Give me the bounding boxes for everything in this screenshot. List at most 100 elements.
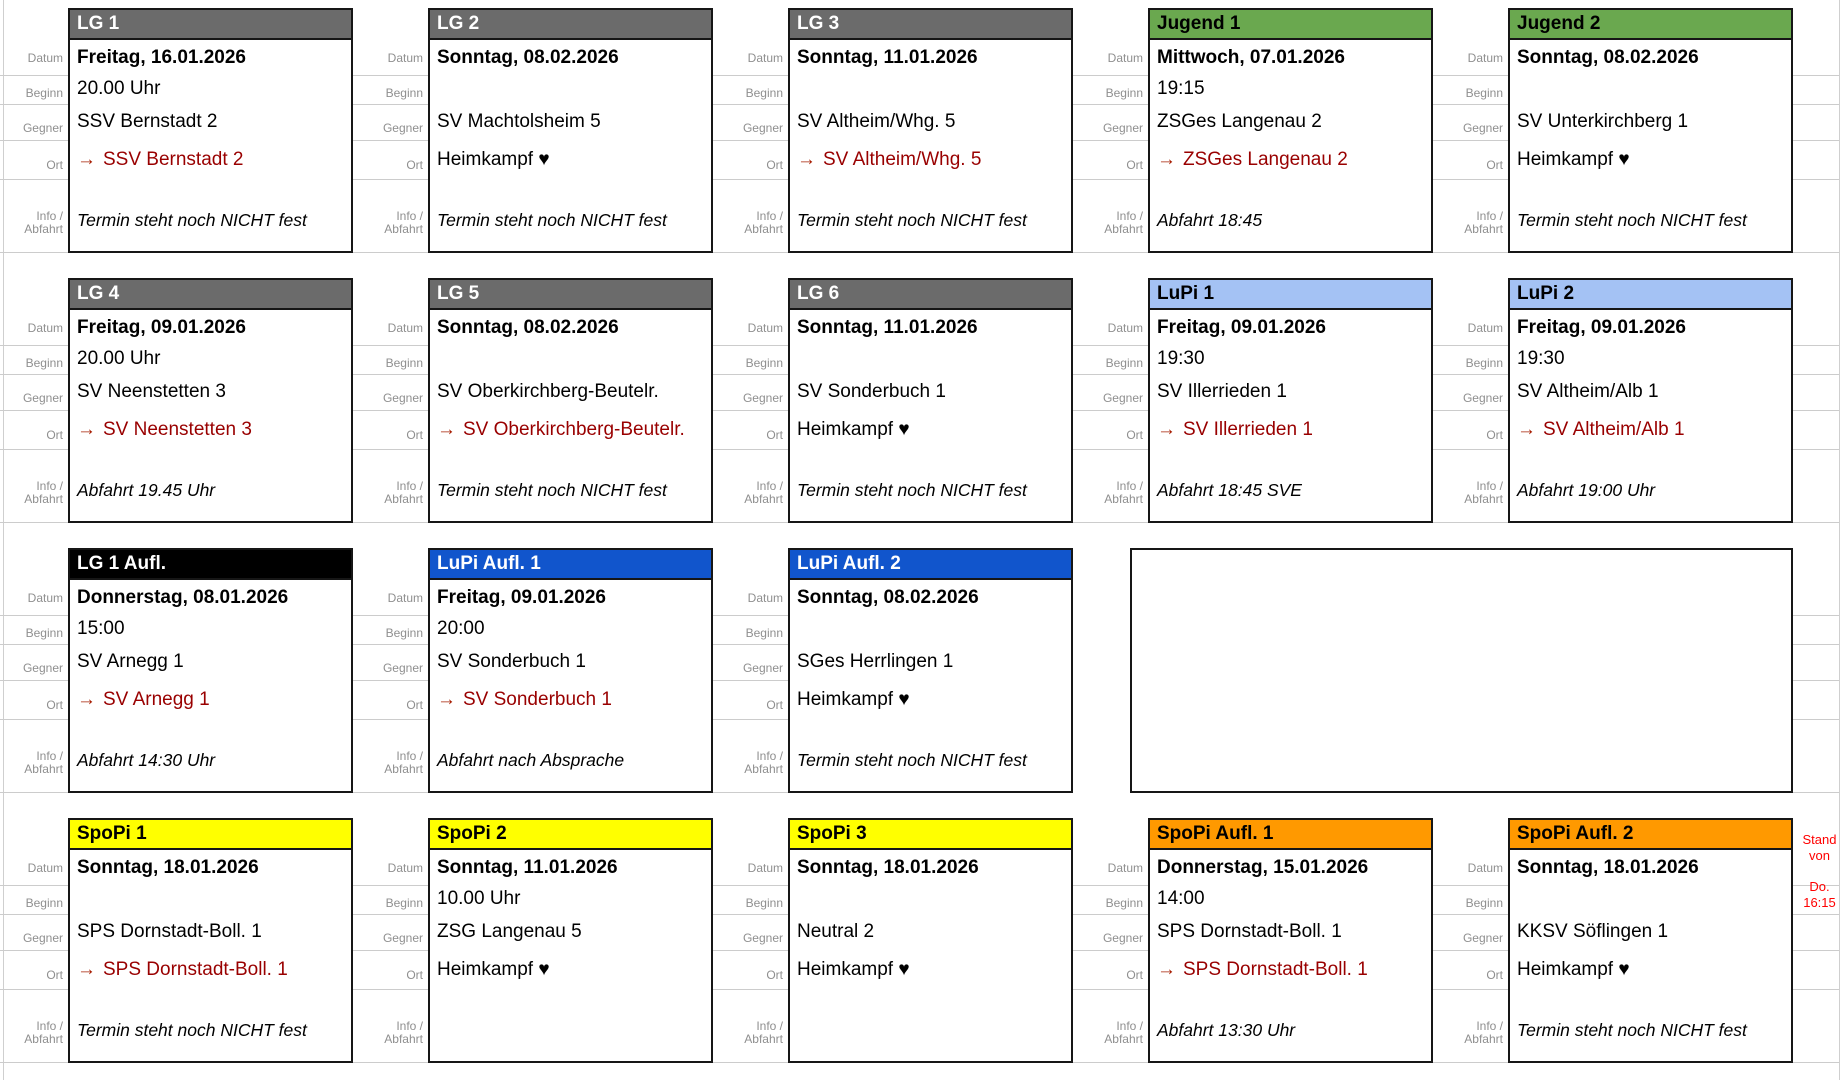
- label-ort: Ort: [406, 968, 423, 982]
- opponent-value: SV Unterkirchberg 1: [1517, 111, 1689, 132]
- card-title: LG 6: [790, 280, 1071, 310]
- location-text: Heimkampf ♥: [797, 419, 910, 440]
- label-info-abfahrt: Info / Abfahrt: [24, 480, 63, 506]
- grid-line: [1793, 449, 1839, 450]
- location-value: Heimkampf ♥: [430, 951, 711, 990]
- location-value: Heimkampf ♥: [790, 681, 1071, 720]
- location-text: SPS Dornstadt-Boll. 1: [1183, 959, 1368, 980]
- card-label-gutter: Datum Beginn Gegner Ort Info / Abfahrt: [353, 278, 428, 523]
- info-value: Termin steht noch NICHT fest: [437, 210, 667, 230]
- grid-line: [1433, 989, 1508, 990]
- grid-line: [1433, 345, 1508, 346]
- away-arrow-icon: →: [437, 689, 456, 710]
- label-datum: Datum: [747, 51, 783, 65]
- grid-line: [713, 950, 788, 951]
- label-beginn: Beginn: [385, 626, 423, 640]
- grid-line: [0, 950, 68, 951]
- label-ort: Ort: [46, 698, 63, 712]
- card-title: SpoPi Aufl. 2: [1510, 820, 1791, 850]
- label-gegner: Gegner: [22, 931, 63, 945]
- grid-line: [1793, 989, 1839, 990]
- grid-line: [1793, 374, 1839, 375]
- grid-line: [353, 792, 428, 793]
- card-label-gutter: Datum Beginn Gegner Ort Info / Abfahrt: [1433, 278, 1508, 523]
- date-value: Freitag, 09.01.2026: [1517, 317, 1686, 338]
- label-ort: Ort: [1486, 158, 1503, 172]
- label-info-abfahrt: Info / Abfahrt: [384, 750, 423, 776]
- date-value: Sonntag, 08.02.2026: [437, 47, 619, 68]
- location-value: → ZSGes Langenau 2: [1150, 141, 1431, 180]
- grid-line: [353, 680, 428, 681]
- label-gegner: Gegner: [382, 931, 423, 945]
- grid-line: [1073, 885, 1148, 886]
- label-datum: Datum: [1467, 321, 1503, 335]
- location-value: → SV Neenstetten 3: [70, 411, 351, 450]
- time-value: 15:00: [77, 618, 125, 639]
- grid-line: [713, 345, 788, 346]
- card-label-gutter: Datum Beginn Gegner Ort Info / Abfahrt: [1433, 818, 1508, 1063]
- grid-line: [1433, 75, 1508, 76]
- location-value: → SV Altheim/Alb 1: [1510, 411, 1791, 450]
- grid-line: [713, 140, 788, 141]
- card-label-gutter: Datum Beginn Gegner Ort Info / Abfahrt: [353, 548, 428, 793]
- grid-line: [1433, 140, 1508, 141]
- label-info-abfahrt: Info / Abfahrt: [384, 1020, 423, 1046]
- label-info-abfahrt: Info / Abfahrt: [24, 1020, 63, 1046]
- grid-line: [1433, 522, 1508, 523]
- grid-line: [353, 885, 428, 886]
- time-value: [790, 346, 1071, 375]
- grid-line: [1433, 104, 1508, 105]
- location-text: SPS Dornstadt-Boll. 1: [103, 959, 288, 980]
- label-beginn: Beginn: [745, 626, 783, 640]
- card-label-gutter: Datum Beginn Gegner Ort Info / Abfahrt: [1073, 8, 1148, 253]
- grid-line: [0, 885, 68, 886]
- card-title: SpoPi 3: [790, 820, 1071, 850]
- opponent-value: SPS Dornstadt-Boll. 1: [1157, 921, 1342, 942]
- info-value: Termin steht noch NICHT fest: [797, 480, 1027, 500]
- last-updated-line: 16:15: [1803, 895, 1836, 910]
- label-info-abfahrt: Info / Abfahrt: [1104, 210, 1143, 236]
- grid-line: [353, 914, 428, 915]
- card-label-gutter: Datum Beginn Gegner Ort Info / Abfahrt: [713, 818, 788, 1063]
- match-card: SpoPi Aufl. 1 Donnerstag, 15.01.2026 14:00…: [1148, 818, 1433, 1063]
- label-beginn: Beginn: [25, 626, 63, 640]
- grid-line: [0, 75, 68, 76]
- page-right-divider: [1839, 0, 1840, 1080]
- label-beginn: Beginn: [1105, 86, 1143, 100]
- info-value: Abfahrt 19.45 Uhr: [77, 480, 216, 500]
- label-info-abfahrt: Info / Abfahrt: [1464, 480, 1503, 506]
- location-value: → SV Arnegg 1: [70, 681, 351, 720]
- label-info-line1: Info /: [756, 749, 783, 763]
- card-title: SpoPi Aufl. 1: [1150, 820, 1431, 850]
- grid-line: [713, 252, 788, 253]
- card-title: SpoPi 1: [70, 820, 351, 850]
- label-info-line1: Info /: [396, 479, 423, 493]
- location-text: Heimkampf ♥: [797, 689, 910, 710]
- grid-line: [353, 950, 428, 951]
- match-card: LuPi Aufl. 2 Sonntag, 08.02.2026 SGes Herr…: [788, 548, 1073, 793]
- date-value: Sonntag, 08.02.2026: [437, 317, 619, 338]
- grid-line: [0, 104, 68, 105]
- label-info-line1: Info /: [756, 209, 783, 223]
- label-info-line1: Info /: [36, 1019, 63, 1033]
- card-title: LG 2: [430, 10, 711, 40]
- grid-line: [1073, 914, 1148, 915]
- grid-line: [0, 792, 68, 793]
- time-value: 19:30: [1517, 348, 1565, 369]
- opponent-value: SPS Dornstadt-Boll. 1: [77, 921, 262, 942]
- location-text: Heimkampf ♥: [437, 149, 550, 170]
- label-beginn: Beginn: [25, 896, 63, 910]
- grid-line: [353, 989, 428, 990]
- time-value: [1510, 76, 1791, 105]
- card-title: LG 1: [70, 10, 351, 40]
- opponent-value: SSV Bernstadt 2: [77, 111, 218, 132]
- date-value: Donnerstag, 15.01.2026: [1157, 857, 1369, 878]
- location-text: Heimkampf ♥: [1517, 149, 1630, 170]
- location-text: SV Illerrieden 1: [1183, 419, 1313, 440]
- label-info-abfahrt: Info / Abfahrt: [1464, 1020, 1503, 1046]
- opponent-value: ZSGes Langenau 2: [1157, 111, 1322, 132]
- grid-line: [713, 680, 788, 681]
- grid-line: [713, 792, 788, 793]
- time-value: 20:00: [437, 618, 485, 639]
- info-value: [430, 990, 711, 1061]
